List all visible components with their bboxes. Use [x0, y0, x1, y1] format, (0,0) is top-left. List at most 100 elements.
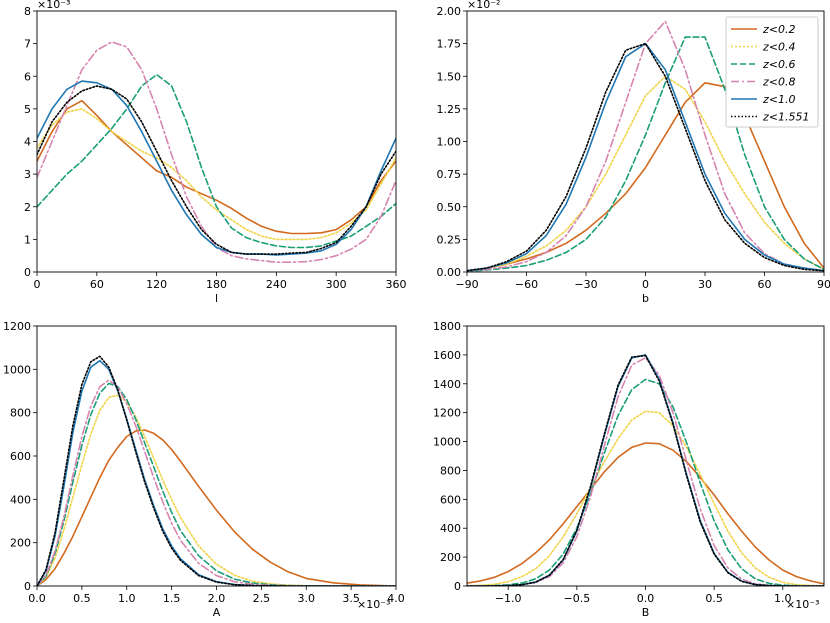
y-tick-label-B-3: 600	[440, 493, 461, 506]
x-tick-label-A-2: 1.0	[118, 592, 136, 605]
series-line-l-1	[37, 108, 396, 241]
series-line-l-5	[37, 85, 396, 255]
series-line-A-2	[37, 382, 396, 586]
x-axis-label-b: b	[642, 292, 649, 305]
y-tick-label-b-2: 0.50	[437, 201, 462, 214]
x-tick-label-b-0: −90	[455, 278, 478, 291]
series-line-A-1	[37, 394, 396, 586]
offset-text-B: ×10⁻³	[786, 598, 819, 611]
y-tick-label-A-1: 200	[10, 537, 31, 550]
panel-l: ×10⁻³ 0 60 120 180 240 300 360 0 1 2 3 4 5 6 7 8 l	[24, 0, 407, 305]
y-tick-label-A-5: 1000	[3, 363, 31, 376]
y-tick-label-B-4: 800	[440, 464, 461, 477]
series-line-l-2	[37, 73, 396, 249]
x-tick-label-B-2: 0.0	[637, 592, 655, 605]
legend-label-5: z<1.551	[762, 111, 809, 124]
x-tick-label-b-5: 60	[758, 278, 772, 291]
plot-frame-l	[36, 10, 397, 273]
offset-text-b: ×10⁻²	[467, 0, 500, 11]
series-line-A-5	[37, 355, 396, 586]
x-tick-label-l-0: 0	[34, 278, 41, 291]
series-line-b-2	[467, 36, 824, 272]
x-tick-label-l-2: 120	[146, 278, 167, 291]
y-tick-label-B-6: 1200	[433, 407, 461, 420]
x-tick-label-B-3: 0.5	[705, 592, 723, 605]
y-tick-label-b-1: 0.25	[437, 233, 462, 246]
y-tick-label-B-8: 1600	[433, 349, 461, 362]
legend-label-3: z<0.8	[762, 76, 795, 89]
y-tick-label-l-2: 2	[24, 201, 31, 214]
y-tick-label-l-0: 0	[24, 266, 31, 279]
ticks-l: 0 60 120 180 240 300 360 0 1 2 3 4 5 6 7 8	[24, 5, 407, 291]
x-tick-label-B-1: −0.5	[563, 592, 590, 605]
x-tick-label-A-4: 2.0	[208, 592, 226, 605]
x-axis-label-l: l	[215, 292, 218, 305]
x-tick-label-A-5: 2.5	[253, 592, 271, 605]
x-axis-label-B: B	[642, 606, 650, 619]
y-tick-label-B-9: 1800	[433, 320, 461, 333]
x-tick-label-l-3: 180	[206, 278, 227, 291]
y-tick-label-B-7: 1400	[433, 378, 461, 391]
y-tick-label-b-6: 1.50	[437, 70, 462, 83]
series-layer-A	[37, 355, 396, 586]
offset-text-l: ×10⁻³	[37, 0, 70, 11]
series-line-b-5	[467, 42, 824, 272]
x-tick-label-l-6: 360	[386, 278, 407, 291]
y-tick-label-A-4: 800	[10, 407, 31, 420]
y-tick-label-A-2: 400	[10, 493, 31, 506]
ticks-b: −90 −60 −30 0 30 60 90 0.00 0.25 0.50 0.75 1.00 1.25…	[437, 5, 830, 291]
series-line-l-4	[37, 80, 396, 256]
y-tick-label-B-5: 1000	[433, 436, 461, 449]
legend: z<0.2 z<0.4 z<0.6 z<0.8 z<1.0 z<1.551	[725, 16, 819, 128]
panel-b: ×10⁻² −90 −60 −30 0 30 60 90 0.00 0.25 0.50 0.75 1.…	[437, 0, 830, 305]
x-tick-label-b-1: −60	[515, 278, 538, 291]
x-tick-label-B-4: 1.0	[774, 592, 792, 605]
y-tick-label-A-0: 0	[24, 580, 31, 593]
x-tick-label-B-0: −1.0	[495, 592, 522, 605]
legend-label-2: z<0.6	[762, 58, 795, 71]
series-line-B-4	[467, 354, 824, 586]
y-tick-label-l-5: 5	[24, 103, 31, 116]
series-line-A-0	[37, 429, 396, 586]
y-tick-label-l-7: 7	[24, 38, 31, 51]
ticks-A: 0.0 0.5 1.0 1.5 2.0 2.5 3.0 3.5 4.0 0 200 400 600 800…	[3, 320, 405, 605]
x-tick-label-A-8: 4.0	[387, 592, 405, 605]
offset-text-A: ×10⁻³	[357, 598, 390, 611]
legend-label-4: z<1.0	[762, 93, 795, 106]
legend-label-0: z<0.2	[762, 23, 795, 36]
series-line-B-2	[467, 378, 824, 586]
y-tick-label-b-0: 0.00	[437, 266, 462, 279]
y-tick-label-l-4: 4	[24, 136, 31, 149]
series-layer-l	[37, 41, 396, 264]
y-tick-label-B-0: 0	[454, 580, 461, 593]
series-line-b-0	[467, 82, 824, 272]
y-tick-label-b-5: 1.25	[437, 103, 462, 116]
y-tick-label-B-2: 400	[440, 522, 461, 535]
x-tick-label-A-6: 3.0	[298, 592, 316, 605]
series-line-b-1	[467, 75, 824, 272]
y-tick-label-A-3: 600	[10, 450, 31, 463]
y-tick-label-B-1: 200	[440, 551, 461, 564]
y-tick-label-b-4: 1.00	[437, 136, 462, 149]
x-tick-label-b-3: 0	[642, 278, 649, 291]
y-tick-label-l-8: 8	[24, 5, 31, 18]
x-tick-label-A-3: 1.5	[163, 592, 181, 605]
panel-A: 0.0 0.5 1.0 1.5 2.0 2.5 3.0 3.5 4.0 0 200 400 600 800…	[3, 320, 405, 619]
x-tick-label-A-1: 0.5	[73, 592, 91, 605]
series-line-B-1	[467, 410, 824, 586]
series-layer-b	[467, 20, 824, 272]
plot-frame-B	[466, 325, 825, 587]
y-tick-label-b-8: 2.00	[437, 5, 462, 18]
ticks-B: −1.0 −0.5 0.0 0.5 1.0 0 200 400 600 800 1000 1200 14…	[433, 320, 792, 605]
y-tick-label-b-7: 1.75	[437, 38, 462, 51]
y-tick-label-l-6: 6	[24, 70, 31, 83]
x-axis-label-A: A	[213, 606, 221, 619]
panel-B: −1.0 −0.5 0.0 0.5 1.0 0 200 400 600 800 1000 1200 14…	[433, 320, 825, 619]
series-line-B-0	[467, 442, 824, 585]
series-line-A-4	[37, 359, 396, 586]
x-tick-label-l-1: 60	[90, 278, 104, 291]
series-line-l-0	[37, 99, 396, 235]
x-tick-label-b-6: 90	[817, 278, 830, 291]
x-tick-label-b-2: −30	[574, 278, 597, 291]
